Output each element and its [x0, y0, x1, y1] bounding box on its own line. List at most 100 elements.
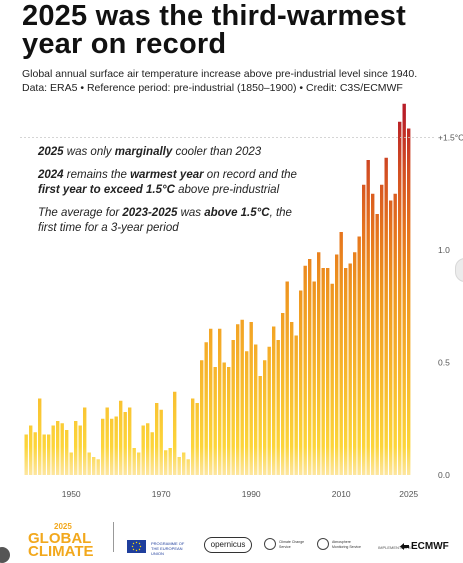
bar-1971 [164, 450, 168, 475]
annotation-span: above 1.5°C [204, 207, 270, 219]
bar-1955 [92, 457, 96, 475]
bar-2018 [375, 214, 379, 475]
bar-2016 [366, 160, 370, 475]
bar-2011 [344, 268, 348, 475]
bar-1969 [155, 403, 159, 475]
x-axis-ticks: 1950 1970 1990 2010 2025 [62, 489, 419, 499]
bar-1957 [101, 418, 105, 475]
bar-2023 [398, 121, 402, 475]
bar-1991 [254, 344, 258, 475]
bar-2012 [348, 263, 352, 475]
bar-2005 [317, 252, 321, 475]
bar-chart: +1.5°C 0.0 0.5 1.0 1950 1970 1990 2010 2025 20… [20, 103, 463, 499]
bar-1973 [173, 391, 177, 475]
bar-2002 [303, 265, 307, 475]
copernicus-logo: opernicus [204, 537, 252, 553]
bar-1966 [141, 425, 145, 475]
bar-1988 [240, 319, 244, 475]
bar-2025 [407, 128, 411, 475]
bar-2021 [389, 200, 393, 475]
y-tick-label: 0.5 [438, 358, 450, 368]
bar-2010 [339, 232, 343, 475]
bar-2009 [335, 254, 339, 475]
bar-2017 [371, 193, 375, 475]
bar-1940 [24, 434, 28, 475]
climate-service-icon [264, 538, 276, 550]
copernicus-text: opernicus [210, 540, 246, 549]
bar-1946 [51, 425, 55, 475]
bar-1985 [227, 367, 231, 475]
bar-1963 [128, 407, 132, 475]
annotation-2024-line1: 2024 remains the warmest year on record … [37, 169, 297, 181]
bar-2003 [308, 259, 312, 475]
subtitle-line-1: Global annual surface air temperature in… [22, 68, 418, 80]
ecmwf-mark-icon [400, 543, 409, 550]
annotation-span: marginally [115, 146, 173, 158]
bar-1945 [47, 434, 51, 475]
atmosphere-service-icon [317, 538, 329, 550]
annotation-span: was only [64, 146, 115, 158]
bar-1974 [177, 457, 181, 475]
chart-title: 2025 was the third-warmest year on recor… [22, 0, 406, 60]
bar-2001 [299, 290, 303, 475]
eu-flag-icon [127, 540, 146, 553]
bar-1964 [132, 448, 136, 475]
bar-1987 [236, 324, 240, 475]
bar-2000 [294, 335, 298, 475]
global-climate-line1: GLOBAL [28, 530, 92, 547]
bar-1956 [96, 459, 100, 475]
bar-1990 [249, 322, 253, 475]
bar-1941 [29, 425, 33, 475]
bar-1958 [105, 407, 109, 475]
bar-2014 [357, 236, 361, 475]
bar-1984 [222, 362, 226, 475]
bar-1952 [78, 425, 82, 475]
bar-2007 [326, 268, 330, 475]
bar-1949 [65, 430, 69, 475]
ecmwf-text: ECMWF [411, 541, 449, 552]
bar-1998 [285, 281, 289, 475]
bar-1951 [74, 421, 78, 475]
bar-1972 [168, 448, 172, 475]
bar-2006 [321, 268, 325, 475]
bar-2008 [330, 283, 334, 475]
global-climate-logo: 2025 GLOBAL CLIMATE [28, 522, 108, 559]
annotation-span: , the [270, 207, 292, 219]
bar-1960 [114, 416, 118, 475]
bars-group [24, 103, 411, 475]
annotation-span: first year to exceed 1.5°C [38, 184, 176, 196]
bar-2020 [384, 157, 388, 475]
annotation-span: 2024 [37, 169, 64, 181]
x-tick-label: 2025 [399, 489, 418, 499]
bar-1989 [245, 351, 249, 475]
bar-2019 [380, 184, 384, 475]
bar-1999 [290, 322, 294, 475]
y-axis-ticks: 0.0 0.5 1.0 [438, 245, 450, 480]
bar-1942 [33, 432, 37, 475]
annotation-span: first time for a 3-year period [38, 222, 179, 234]
climate-service-text: Climate Change Service [279, 540, 305, 549]
annotation-span: warmest year [130, 169, 204, 181]
bar-1970 [159, 409, 163, 475]
global-climate-year: 2025 [54, 522, 72, 531]
bar-1943 [38, 398, 42, 475]
bar-1983 [218, 328, 222, 475]
annotations: 2025 was only marginally cooler than 202… [37, 146, 297, 234]
bar-1975 [182, 452, 186, 475]
x-tick-label: 2010 [332, 489, 351, 499]
bar-1996 [276, 340, 280, 475]
annotation-span: above pre-industrial [175, 184, 280, 196]
annotation-span: was [177, 207, 204, 219]
bar-2022 [393, 193, 397, 475]
x-tick-label: 1970 [152, 489, 171, 499]
threshold-label: +1.5°C [438, 133, 463, 143]
bar-1992 [258, 376, 262, 475]
bar-1986 [231, 340, 235, 475]
bar-1948 [60, 423, 64, 475]
annotation-span: 2023-2025 [121, 207, 178, 219]
bar-1979 [200, 360, 204, 475]
bar-1981 [209, 328, 213, 475]
bar-1980 [204, 342, 208, 475]
bar-1968 [150, 432, 154, 475]
annotation-span: on record and the [204, 169, 297, 181]
